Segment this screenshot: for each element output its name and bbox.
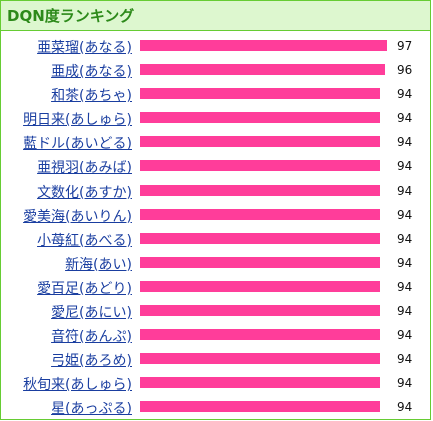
score-value: 94 [397, 304, 413, 319]
score-bar [140, 401, 380, 413]
ranking-row: 新海(あい) 94 [1, 252, 432, 276]
score-value: 94 [397, 183, 413, 198]
ranking-row: 秋旬来(あしゅら) 94 [1, 372, 432, 396]
ranking-row: 愛百足(あどり) 94 [1, 276, 432, 300]
score-value: 96 [397, 63, 413, 78]
score-value: 94 [397, 352, 413, 367]
ranking-row: 藍ドル(あいどる) 94 [1, 131, 432, 155]
score-value: 97 [397, 39, 413, 53]
score-bar [140, 184, 380, 196]
score-bar [140, 256, 380, 268]
ranking-name-link[interactable]: 新海(あい) [65, 256, 132, 273]
score-value: 94 [397, 87, 413, 102]
score-bar [140, 88, 380, 100]
ranking-name-link[interactable]: 明日来(あしゅら) [23, 112, 132, 129]
ranking-name-link[interactable]: 弓姫(あろめ) [51, 353, 132, 370]
score-value: 94 [397, 207, 413, 222]
ranking-row: 亜視羽(あみば) 94 [1, 155, 432, 179]
score-value: 94 [397, 400, 413, 415]
score-bar [140, 136, 380, 148]
panel-header: DQN度ランキング [1, 1, 430, 31]
ranking-name-link[interactable]: 亜成(あなる) [51, 64, 132, 81]
score-value: 94 [397, 376, 413, 391]
score-bar [140, 377, 380, 389]
score-value: 94 [397, 159, 413, 174]
ranking-name-link[interactable]: 星(あっぷる) [51, 401, 132, 418]
score-bar [140, 160, 380, 172]
ranking-name-link[interactable]: 和茶(あちゃ) [51, 88, 132, 105]
ranking-list: 亜菜瑠(あなる) 97 亜成(あなる) 96 和茶(あちゃ) 94 明日来(あしゅら) 94 藍… [1, 35, 432, 421]
ranking-name-link[interactable]: 亜視羽(あみば) [37, 160, 132, 177]
ranking-name-link[interactable]: 愛美海(あいりん) [23, 208, 132, 225]
score-bar [140, 208, 380, 220]
score-value: 94 [397, 111, 413, 126]
ranking-row: 星(あっぷる) 94 [1, 396, 432, 420]
ranking-row: 明日来(あしゅら) 94 [1, 107, 432, 131]
ranking-row: 小苺紅(あべる) 94 [1, 228, 432, 252]
ranking-name-link[interactable]: 愛百足(あどり) [37, 280, 132, 297]
ranking-row: 音符(あんぷ) 94 [1, 324, 432, 348]
ranking-name-link[interactable]: 愛尼(あにい) [51, 305, 132, 322]
score-bar [140, 353, 380, 365]
score-bar [140, 232, 380, 244]
ranking-row: 亜菜瑠(あなる) 97 [1, 35, 432, 59]
ranking-name-link[interactable]: 音符(あんぷ) [51, 329, 132, 346]
score-bar [140, 40, 388, 51]
ranking-row: 愛美海(あいりん) 94 [1, 204, 432, 228]
ranking-name-link[interactable]: 藍ドル(あいどる) [23, 136, 132, 153]
score-value: 94 [397, 279, 413, 294]
panel-title: DQN度ランキング [7, 7, 135, 25]
score-bar [140, 329, 380, 341]
ranking-name-link[interactable]: 亜菜瑠(あなる) [37, 40, 132, 56]
score-value: 94 [397, 135, 413, 150]
score-value: 94 [397, 255, 413, 270]
ranking-row: 亜成(あなる) 96 [1, 59, 432, 83]
ranking-row: 弓姫(あろめ) 94 [1, 348, 432, 372]
score-bar [140, 280, 380, 292]
score-value: 94 [397, 231, 413, 246]
ranking-name-link[interactable]: 小苺紅(あべる) [37, 232, 132, 249]
score-value: 94 [397, 328, 413, 343]
ranking-row: 文数化(あすか) 94 [1, 180, 432, 204]
ranking-row: 和茶(あちゃ) 94 [1, 83, 432, 107]
score-bar [140, 64, 385, 76]
ranking-name-link[interactable]: 秋旬来(あしゅら) [23, 377, 132, 394]
score-bar [140, 112, 380, 124]
ranking-name-link[interactable]: 文数化(あすか) [37, 184, 132, 201]
score-bar [140, 305, 380, 317]
ranking-row: 愛尼(あにい) 94 [1, 300, 432, 324]
